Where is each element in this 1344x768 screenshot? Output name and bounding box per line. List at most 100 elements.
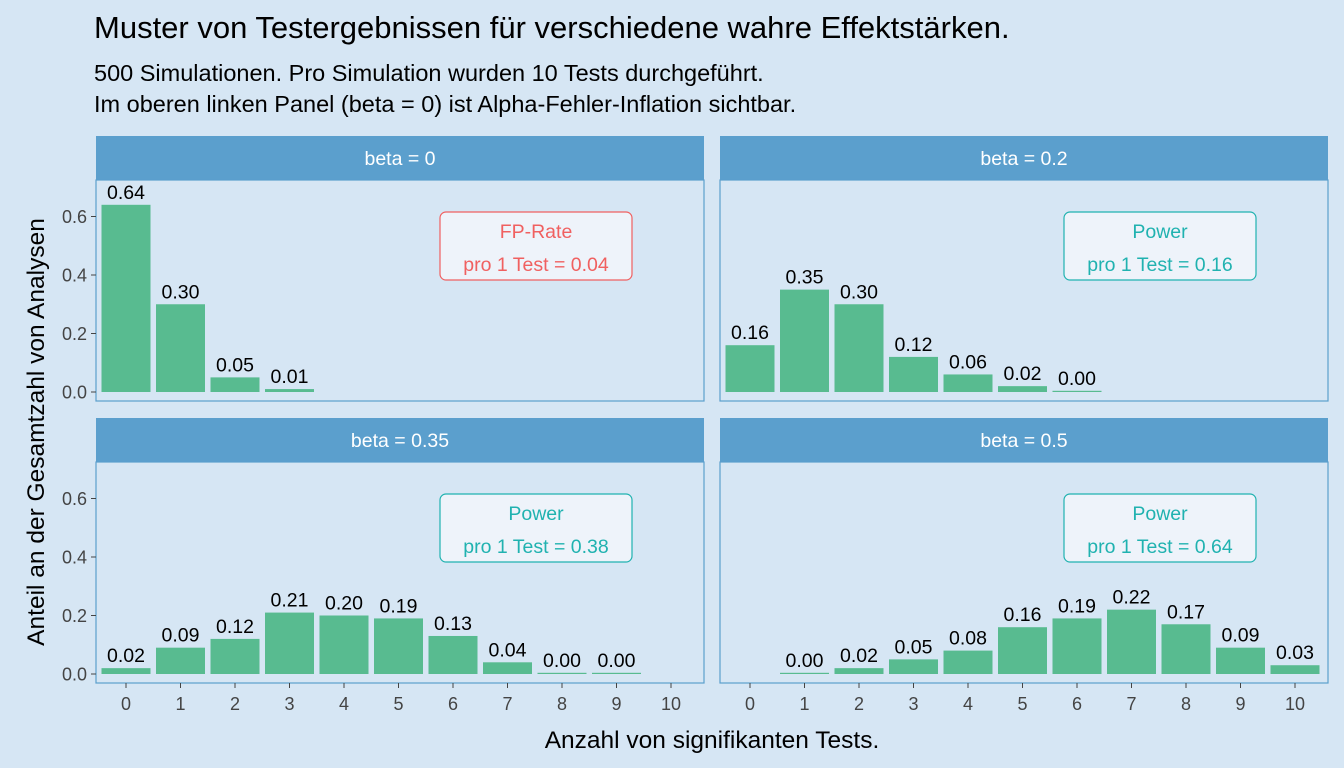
facet-panel-2	[719, 179, 1329, 402]
y-tick-label-1-2: 0.4	[62, 266, 87, 286]
bar-panel2-x5	[998, 386, 1047, 392]
data-label-panel3-x3: 0.21	[271, 590, 309, 612]
bar-panel3-x2	[210, 638, 260, 674]
x-tick-label-1-6: 6	[448, 694, 458, 714]
x-tick-label-2-0: 0	[745, 694, 755, 714]
x-tick-label-2-5: 5	[1017, 694, 1027, 714]
data-label-panel3-x4: 0.20	[325, 593, 363, 615]
bar-panel3-x7	[483, 662, 532, 674]
bar-panel4-x7	[1107, 609, 1156, 674]
bar-panel3-x6	[428, 635, 478, 674]
x-tick-label-1-0: 0	[121, 694, 131, 714]
data-label-panel4-x5: 0.16	[1004, 604, 1042, 626]
bar-panel2-x1	[780, 289, 829, 392]
data-label-panel2-x3: 0.12	[895, 334, 933, 356]
data-label-panel3-x0: 0.02	[107, 645, 145, 667]
bar-panel2-x4	[943, 374, 993, 392]
annotation-title-4: Power	[1132, 503, 1188, 525]
facet-strip-2	[720, 136, 1328, 180]
y-tick-label-1-0: 0.0	[62, 383, 87, 403]
annotation-box-4	[1063, 493, 1257, 563]
facet-panel-4	[719, 461, 1329, 684]
chart-subtitle-line-2: Im oberen linken Panel (beta = 0) ist Al…	[94, 91, 797, 117]
facet-strip-3	[96, 418, 704, 462]
bar-panel2-x3	[889, 356, 938, 392]
bar-panel1-x0	[101, 204, 151, 392]
annotation-value-2: pro 1 Test = 0.16	[1087, 254, 1232, 276]
data-label-panel4-x4: 0.08	[949, 628, 987, 650]
y-tick-label-2-0: 0.0	[62, 665, 87, 685]
bar-panel1-x2	[210, 377, 260, 392]
x-tick-label-1-9: 9	[611, 694, 621, 714]
annotation-title-1: FP-Rate	[500, 221, 573, 243]
y-axis-title: Anteil an der Gesamtzahl von Analysen	[23, 218, 50, 646]
annotation-box-1	[439, 211, 633, 281]
facet-panel-1	[95, 179, 705, 402]
data-label-panel2-x2: 0.30	[840, 281, 878, 303]
bar-panel4-x3	[889, 659, 938, 674]
facet-panel-3	[95, 461, 705, 684]
y-tick-label-1-1: 0.2	[62, 324, 87, 344]
annotation-box-2	[1063, 211, 1257, 281]
bar-panel3-x3	[265, 612, 314, 674]
bar-panel1-x3	[265, 389, 314, 392]
bar-panel4-x5	[998, 627, 1047, 674]
chart-subtitle-line-1: 500 Simulationen. Pro Simulation wurden …	[94, 60, 764, 86]
bar-panel4-x8	[1161, 624, 1211, 674]
x-tick-label-2-9: 9	[1235, 694, 1245, 714]
data-label-panel2-x4: 0.06	[949, 351, 987, 373]
y-tick-label-1-3: 0.6	[62, 207, 87, 227]
annotation-title-2: Power	[1132, 221, 1188, 243]
chart-title: Muster von Testergebnissen für verschied…	[94, 10, 1010, 45]
data-label-panel4-x6: 0.19	[1058, 595, 1096, 617]
x-tick-label-1-7: 7	[502, 694, 512, 714]
data-label-panel2-x5: 0.02	[1004, 363, 1042, 385]
data-label-panel4-x3: 0.05	[895, 636, 933, 658]
bar-panel3-x5	[374, 618, 423, 674]
x-tick-label-1-10: 10	[661, 694, 681, 714]
bar-panel4-x10	[1270, 665, 1320, 674]
annotation-box-3	[439, 493, 633, 563]
data-label-panel4-x2: 0.02	[840, 645, 878, 667]
bar-panel3-x9	[592, 672, 641, 674]
bar-panel4-x2	[834, 668, 884, 674]
data-label-panel3-x2: 0.12	[216, 616, 254, 638]
data-label-panel4-x1: 0.00	[786, 650, 824, 672]
bar-panel2-x0	[725, 345, 775, 392]
data-label-panel2-x0: 0.16	[731, 322, 769, 344]
data-label-panel2-x6: 0.00	[1058, 368, 1096, 390]
data-label-panel2-x1: 0.35	[786, 267, 824, 289]
data-label-panel4-x10: 0.03	[1276, 642, 1314, 664]
data-label-panel1-x2: 0.05	[216, 354, 254, 376]
x-tick-label-1-4: 4	[339, 694, 349, 714]
bar-panel3-x1	[156, 647, 205, 674]
data-label-panel1-x0: 0.64	[107, 182, 145, 204]
x-tick-label-1-3: 3	[284, 694, 294, 714]
x-tick-label-1-1: 1	[175, 694, 185, 714]
x-tick-label-2-8: 8	[1181, 694, 1191, 714]
x-axis-title: Anzahl von signifikanten Tests.	[545, 727, 880, 754]
data-label-panel3-x7: 0.04	[489, 639, 527, 661]
x-tick-label-1-8: 8	[557, 694, 567, 714]
bar-panel4-x6	[1052, 618, 1102, 674]
x-tick-label-2-4: 4	[963, 694, 973, 714]
y-tick-label-2-2: 0.4	[62, 548, 87, 568]
x-tick-label-1-5: 5	[393, 694, 403, 714]
x-tick-label-2-7: 7	[1126, 694, 1136, 714]
y-tick-label-2-1: 0.2	[62, 606, 87, 626]
x-tick-label-2-1: 1	[799, 694, 809, 714]
data-label-panel3-x8: 0.00	[543, 650, 581, 672]
x-tick-label-2-6: 6	[1072, 694, 1082, 714]
bar-panel3-x4	[319, 615, 369, 674]
data-label-panel4-x8: 0.17	[1167, 601, 1205, 623]
annotation-value-4: pro 1 Test = 0.64	[1087, 536, 1233, 558]
annotation-value-3: pro 1 Test = 0.38	[463, 536, 608, 558]
facet-strip-label-3: beta = 0.35	[351, 430, 449, 452]
y-tick-label-2-3: 0.6	[62, 489, 87, 509]
facet-strip-label-2: beta = 0.2	[980, 148, 1067, 170]
bar-panel1-x1	[156, 304, 205, 392]
bar-panel4-x9	[1216, 647, 1265, 674]
x-tick-label-2-3: 3	[908, 694, 918, 714]
